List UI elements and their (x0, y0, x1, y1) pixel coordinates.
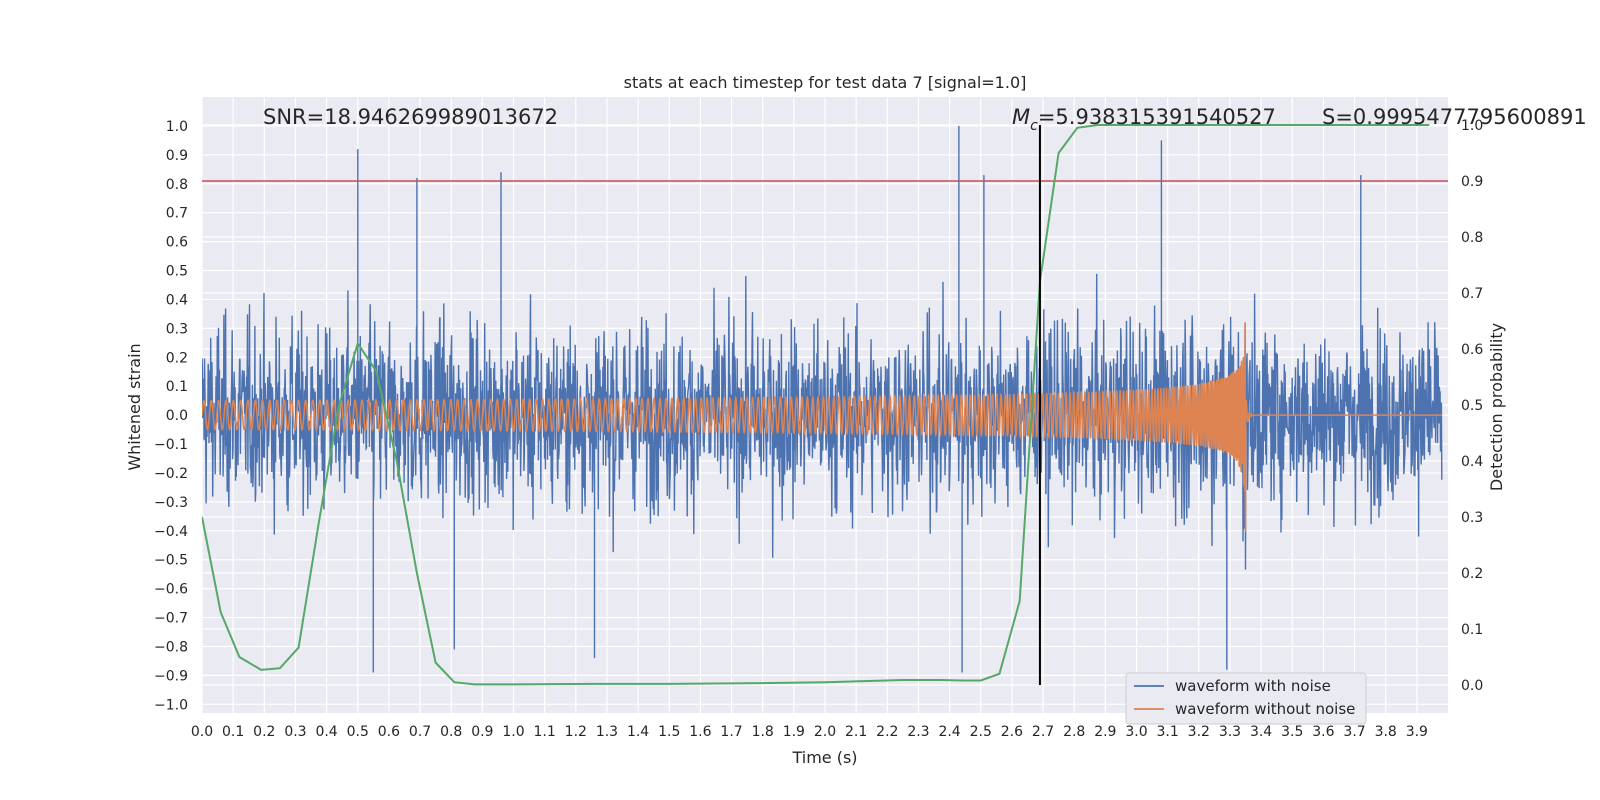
y-tick-label: 0.9 (166, 148, 188, 164)
chirp-mass-subscript: c (1030, 118, 1038, 134)
x-tick-label: 0.1 (222, 724, 244, 740)
chirp-mass-value: =5.938315391540527 (1038, 105, 1276, 129)
x-tick-label: 3.8 (1375, 724, 1397, 740)
x-tick-label: 1.4 (627, 724, 649, 740)
x-tick-label: 2.5 (970, 724, 992, 740)
x-tick-label: 0.5 (347, 724, 369, 740)
s-annotation: S=0.9995477795600891 (1322, 105, 1587, 129)
y-tick-label: 1.0 (166, 119, 188, 135)
x-tick-label: 2.8 (1063, 724, 1085, 740)
y-tick-label: 0.1 (166, 379, 188, 395)
x-tick-label: 3.4 (1250, 724, 1272, 740)
y-tick-label: −0.6 (154, 582, 188, 598)
y-tick-label: −0.1 (154, 437, 188, 453)
x-tick-label: 2.4 (938, 724, 960, 740)
y2-tick-label: 0.3 (1461, 510, 1483, 526)
y-tick-labels: 1.0 0.9 0.8 0.7 0.6 0.5 0.4 0.3 0.2 0.1 0.0 −0.1 −0.… (154, 119, 188, 713)
y-tick-label: 0.2 (166, 350, 188, 366)
x-tick-label: 3.9 (1406, 724, 1428, 740)
x-tick-label: 1.0 (502, 724, 524, 740)
y-tick-label: 0.8 (166, 177, 188, 193)
legend-label-clean: waveform without noise (1175, 700, 1355, 718)
snr-annotation: SNR=18.946269989013672 (263, 105, 558, 129)
y-tick-label: −0.8 (154, 639, 188, 655)
x-tick-label: 2.7 (1032, 724, 1054, 740)
y2-tick-label: 0.2 (1461, 566, 1483, 582)
series-line-detection-probability (202, 124, 1430, 686)
x-tick-label: 2.0 (814, 724, 836, 740)
legend: waveform with noise waveform without noi… (1125, 672, 1367, 725)
y-tick-label: −0.7 (154, 611, 188, 627)
x-tick-label: 1.2 (565, 724, 587, 740)
x-tick-label: 0.6 (378, 724, 400, 740)
x-tick-label: 3.0 (1125, 724, 1147, 740)
y2-tick-label: 0.7 (1461, 286, 1483, 302)
x-tick-label: 0.9 (471, 724, 493, 740)
y-tick-label: 0.4 (166, 292, 188, 308)
plot-area (202, 124, 1448, 686)
chart-title: stats at each timestep for test data 7 [… (624, 73, 1027, 92)
x-tick-label: 1.3 (596, 724, 618, 740)
y-tick-label: 0.3 (166, 321, 188, 337)
x-tick-label: 2.2 (876, 724, 898, 740)
y-axis-label: Whitened strain (125, 343, 144, 470)
chirp-mass-annotation: Mc=5.938315391540527 (1012, 105, 1276, 134)
y-tick-label: 0.5 (166, 264, 188, 280)
y-tick-label: −0.9 (154, 668, 188, 684)
y-tick-label: −0.2 (154, 466, 188, 482)
x-tick-label: 2.1 (845, 724, 867, 740)
x-tick-label: 2.6 (1001, 724, 1023, 740)
x-tick-label: 0.0 (191, 724, 213, 740)
x-tick-label: 2.3 (907, 724, 929, 740)
y2-tick-label: 0.0 (1461, 678, 1483, 694)
y-tick-label: −0.5 (154, 553, 188, 569)
x-tick-label: 1.5 (658, 724, 680, 740)
y-tick-label: 0.6 (166, 235, 188, 251)
y2-tick-label: 0.9 (1461, 174, 1483, 190)
x-tick-label: 0.4 (315, 724, 337, 740)
series-line-waveform-with-noise (202, 125, 1443, 673)
x-tick-label: 0.3 (284, 724, 306, 740)
y2-tick-label: 0.1 (1461, 622, 1483, 638)
x-tick-label: 0.8 (440, 724, 462, 740)
y2-tick-label: 0.5 (1461, 398, 1483, 414)
series-layer (202, 124, 1448, 686)
x-tick-label: 3.1 (1157, 724, 1179, 740)
y2-tick-labels: 1.0 0.9 0.8 0.7 0.6 0.5 0.4 0.3 0.2 0.1 0.0 (1461, 118, 1483, 694)
x-tick-label: 3.7 (1343, 724, 1365, 740)
y-tick-label: −1.0 (154, 697, 188, 713)
y2-axis-label: Detection probability (1487, 323, 1506, 491)
legend-label-noisy: waveform with noise (1175, 677, 1331, 695)
y2-tick-label: 1.0 (1461, 118, 1483, 134)
chirp-mass-symbol: M (1012, 105, 1030, 129)
x-tick-label: 0.7 (409, 724, 431, 740)
x-axis-label: Time (s) (791, 748, 857, 767)
y-tick-label: −0.4 (154, 524, 188, 540)
y2-tick-label: 0.6 (1461, 342, 1483, 358)
x-tick-label: 1.7 (720, 724, 742, 740)
y2-tick-label: 0.4 (1461, 454, 1483, 470)
y-tick-label: −0.3 (154, 495, 188, 511)
y-tick-label: 0.0 (166, 408, 188, 424)
x-tick-label: 0.2 (253, 724, 275, 740)
x-tick-labels: 0.0 0.1 0.2 0.3 0.4 0.5 0.6 0.7 0.8 0.9 1.0 1.1 1.2 1… (191, 724, 1428, 740)
y2-tick-label: 0.8 (1461, 230, 1483, 246)
x-tick-label: 3.5 (1281, 724, 1303, 740)
legend-box (1125, 672, 1367, 725)
x-tick-label: 1.1 (534, 724, 556, 740)
x-tick-label: 1.6 (689, 724, 711, 740)
x-tick-label: 3.6 (1312, 724, 1334, 740)
x-tick-label: 3.3 (1219, 724, 1241, 740)
x-tick-label: 2.9 (1094, 724, 1116, 740)
x-tick-label: 3.2 (1188, 724, 1210, 740)
series-line-waveform-without-noise (202, 322, 1442, 533)
x-tick-label: 1.9 (783, 724, 805, 740)
x-tick-label: 1.8 (752, 724, 774, 740)
y-tick-label: 0.7 (166, 206, 188, 222)
